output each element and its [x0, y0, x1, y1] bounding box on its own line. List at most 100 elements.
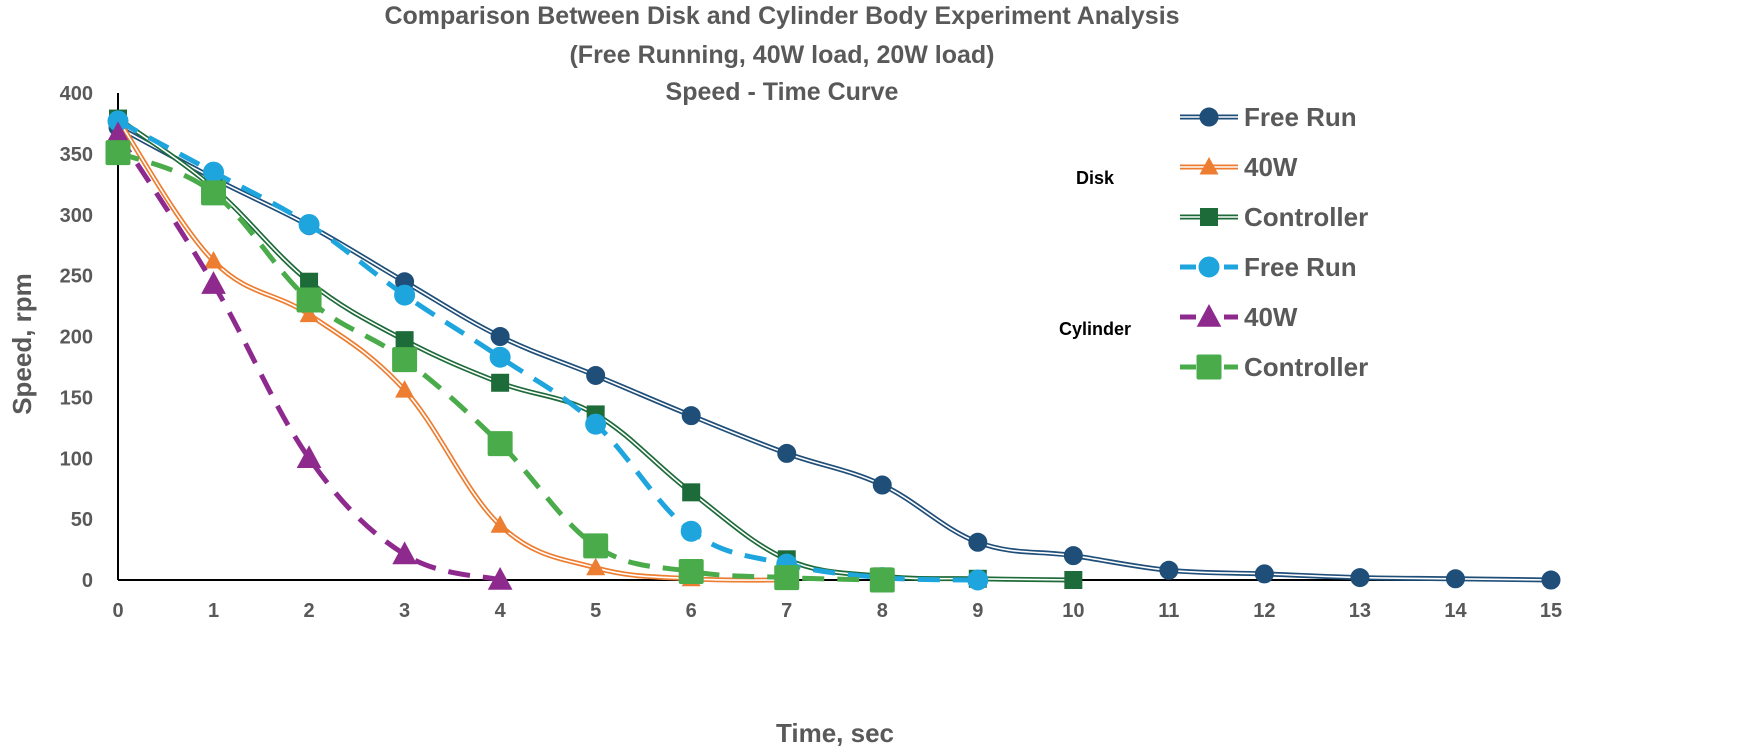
data-point	[1159, 560, 1179, 580]
data-point	[300, 272, 319, 291]
data-point	[682, 483, 701, 502]
legend: Free Run 40W Controller Free Run 40W Controll…	[1059, 102, 1368, 382]
y-tick-label: 250	[60, 266, 93, 288]
data-point	[490, 327, 510, 346]
x-tick-label: 7	[781, 600, 792, 622]
plot-area	[105, 109, 1561, 593]
data-point	[1350, 568, 1370, 588]
chart-title: Comparison Between Disk and Cylinder Bod…	[384, 2, 1179, 106]
tick-labels: 0 1 2 3 4 5 6 7 8 9 10 11 12 13 14 15050100150200250300…	[60, 83, 1563, 622]
x-tick-label: 12	[1253, 600, 1275, 622]
data-point	[1063, 546, 1083, 566]
legend-label: 40W	[1244, 152, 1298, 182]
series-line	[116, 118, 978, 583]
x-axis-title: Time, sec	[776, 718, 894, 748]
data-point	[392, 541, 417, 565]
legend-marker	[1196, 354, 1222, 380]
x-tick-label: 0	[112, 600, 123, 622]
legend-group-label: Disk	[1076, 168, 1115, 188]
data-point	[298, 213, 320, 235]
data-point	[585, 413, 607, 435]
data-point	[586, 557, 606, 576]
data-point	[487, 567, 513, 590]
data-point	[1254, 564, 1274, 584]
data-point	[869, 567, 895, 593]
data-point	[201, 271, 226, 294]
x-tick-label: 5	[590, 600, 601, 622]
chart-title-line-2: (Free Running, 40W load, 20W load)	[569, 41, 994, 69]
y-tick-label: 150	[60, 387, 93, 409]
data-point	[203, 161, 225, 183]
data-point	[680, 520, 702, 542]
legend-item: Controller	[1180, 352, 1368, 382]
data-point	[774, 565, 800, 591]
legend-group-label: Cylinder	[1059, 319, 1131, 339]
x-tick-label: 13	[1349, 600, 1371, 622]
data-point	[296, 445, 322, 468]
x-tick-label: 15	[1540, 600, 1562, 622]
data-point	[395, 380, 415, 398]
legend-label: Controller	[1244, 202, 1368, 232]
data-point	[586, 365, 606, 385]
series-disk-40w	[108, 109, 797, 588]
legend-marker	[1196, 304, 1222, 327]
chart-title-line-3: Speed - Time Curve	[666, 78, 899, 106]
x-tick-label: 4	[495, 600, 507, 622]
data-point	[1541, 570, 1561, 590]
data-point	[678, 558, 704, 584]
x-tick-label: 1	[208, 600, 219, 622]
legend-marker	[1198, 256, 1220, 278]
data-point	[583, 533, 609, 559]
data-point	[872, 475, 892, 495]
data-point	[487, 431, 513, 457]
x-tick-label: 14	[1444, 600, 1467, 622]
legend-item: Free Run	[1180, 102, 1357, 132]
data-point	[777, 443, 797, 463]
data-point	[1064, 571, 1083, 589]
x-tick-label: 11	[1158, 600, 1179, 622]
legend-label: Free Run	[1244, 102, 1357, 132]
series-cylinder-40w	[105, 121, 513, 590]
data-point	[490, 515, 510, 533]
data-point	[489, 346, 511, 368]
legend-label: 40W	[1244, 302, 1298, 332]
legend-marker	[1199, 157, 1219, 175]
data-point	[299, 304, 319, 323]
y-axis-title: Speed, rpm	[7, 273, 37, 415]
data-point	[394, 284, 416, 306]
x-tick-label: 10	[1062, 600, 1084, 622]
data-point	[395, 331, 414, 350]
legend-marker	[1200, 208, 1218, 226]
data-point	[1445, 569, 1465, 589]
series-line	[115, 116, 1076, 583]
y-tick-label: 200	[60, 327, 93, 349]
y-tick-label: 0	[82, 570, 93, 592]
series-line-inner	[117, 126, 1552, 581]
legend-item: 40W	[1180, 152, 1298, 182]
data-point	[105, 121, 131, 145]
y-tick-label: 300	[60, 205, 93, 227]
chart-title-line-1: Comparison Between Disk and Cylinder Bod…	[384, 2, 1179, 30]
legend-label: Controller	[1244, 352, 1368, 382]
legend-marker	[1199, 107, 1219, 127]
data-point	[204, 251, 223, 269]
axes	[117, 93, 1553, 581]
data-point	[491, 373, 510, 392]
legend-item: 40W	[1180, 302, 1298, 332]
x-tick-label: 2	[304, 600, 315, 622]
data-point	[105, 140, 131, 166]
series-cylinder-controller	[105, 140, 895, 593]
legend-item: Controller	[1180, 202, 1368, 232]
data-point	[967, 569, 989, 591]
data-point	[392, 347, 418, 373]
x-tick-label: 8	[877, 600, 888, 622]
legend-item: Free Run	[1180, 252, 1357, 282]
series-line	[115, 133, 501, 583]
legend-label: Free Run	[1244, 252, 1357, 282]
y-tick-label: 400	[60, 83, 93, 105]
data-point	[681, 406, 701, 426]
x-tick-label: 9	[972, 600, 983, 622]
data-point	[296, 287, 322, 313]
y-tick-label: 50	[71, 509, 93, 531]
x-tick-label: 6	[686, 600, 697, 622]
